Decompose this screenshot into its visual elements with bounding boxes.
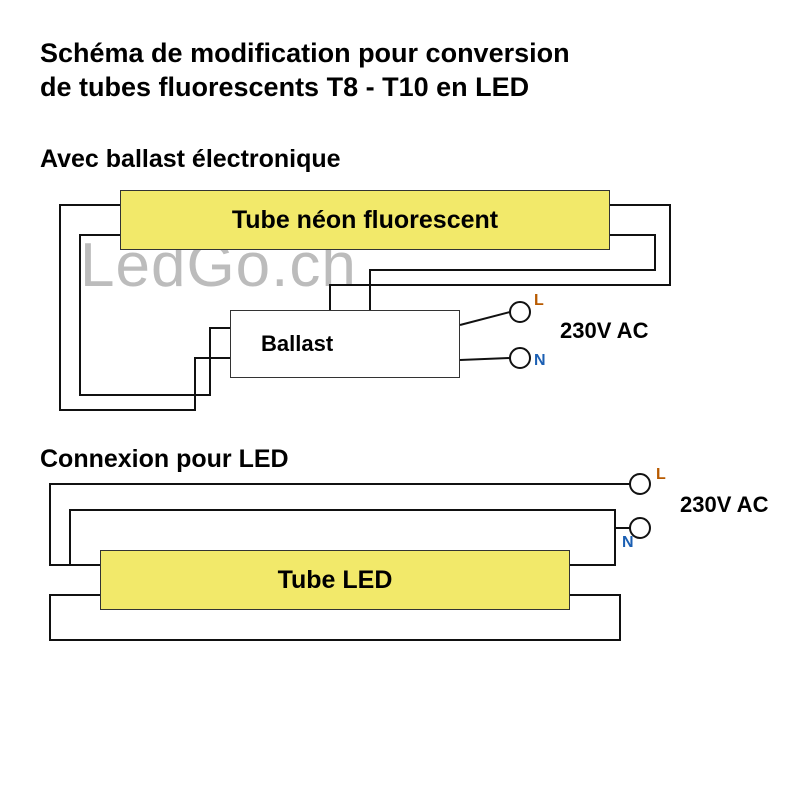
ballast-box: Ballast (230, 310, 460, 378)
tube-neon-box: Tube néon fluorescent (120, 190, 610, 250)
voltage-label-2: 230V AC (680, 492, 768, 518)
terminal-L-label-1: L (534, 292, 544, 310)
ballast-label: Ballast (261, 331, 333, 357)
terminal-N-label-1: N (534, 352, 546, 370)
terminal-N-label-2: N (622, 534, 634, 552)
tube-led-box: Tube LED (100, 550, 570, 610)
voltage-label-1: 230V AC (560, 318, 648, 344)
wiring-diagram-svg (0, 0, 800, 800)
terminal-L-label-2: L (656, 466, 666, 484)
tube-led-label: Tube LED (278, 566, 393, 595)
tube-neon-label: Tube néon fluorescent (232, 206, 498, 235)
